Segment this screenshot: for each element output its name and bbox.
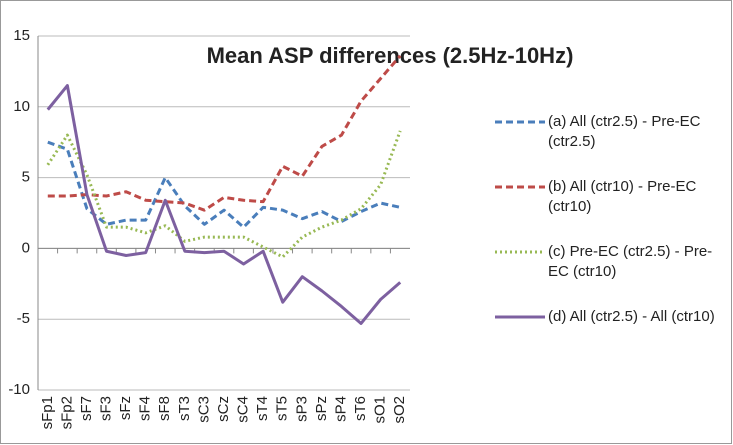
legend: (a) All (ctr2.5) - Pre-EC (ctr2.5) (b) Al…: [493, 112, 728, 372]
x-tick-label: sF8: [156, 396, 173, 421]
y-tick-label: -5: [17, 310, 30, 327]
legend-item: (c) Pre-EC (ctr2.5) - Pre-EC (ctr10): [493, 242, 728, 307]
x-tick-label: sT6: [352, 396, 369, 421]
series-line: [47, 54, 402, 212]
x-tick-label: sF7: [78, 396, 95, 421]
chart-title: Mean ASP differences (2.5Hz-10Hz): [207, 43, 574, 68]
legend-item: (a) All (ctr2.5) - Pre-EC (ctr2.5): [493, 112, 728, 177]
y-tick-label: -10: [8, 381, 30, 398]
legend-label: (a) All (ctr2.5) - Pre-EC (ctr2.5): [548, 113, 701, 150]
x-tick-label: sFp2: [58, 396, 75, 429]
x-tick-label: sO1: [372, 396, 389, 424]
legend-label: (b) All (ctr10) - Pre-EC (ctr10): [548, 178, 697, 215]
legend-swatch: [495, 185, 545, 189]
x-tick-label: sO2: [391, 396, 408, 424]
x-tick-label: sFp1: [39, 396, 56, 429]
y-tick-label: 10: [13, 98, 30, 115]
x-tick-label: sC3: [195, 396, 212, 423]
series-line: [47, 140, 401, 229]
y-tick-label: 5: [22, 169, 30, 186]
x-tick-label: sCz: [215, 396, 232, 422]
legend-item: (b) All (ctr10) - Pre-EC (ctr10): [493, 177, 728, 242]
x-tick-label: sF3: [97, 396, 114, 421]
x-tick-label: sT4: [254, 396, 271, 421]
x-tick-label: sP4: [332, 396, 349, 422]
x-tick-label: sF4: [137, 396, 154, 421]
x-tick-label: sT5: [274, 396, 291, 421]
y-tick-label: 15: [13, 27, 30, 44]
legend-swatch: [495, 250, 545, 254]
legend-item: (d) All (ctr2.5) - All (ctr10): [493, 307, 728, 372]
legend-label: (c) Pre-EC (ctr2.5) - Pre-EC (ctr10): [548, 243, 713, 280]
x-tick-label: sP3: [293, 396, 310, 422]
legend-swatch: [495, 315, 545, 319]
x-tick-label: sT3: [176, 396, 193, 421]
series-line: [46, 84, 402, 325]
legend-label: (d) All (ctr2.5) - All (ctr10): [548, 308, 715, 325]
x-tick-label: sFz: [117, 396, 134, 420]
x-tick-label: sC4: [235, 396, 252, 423]
x-tick-label: sPz: [313, 396, 330, 421]
y-tick-label: 0: [22, 239, 30, 256]
legend-swatch: [495, 120, 545, 124]
series-line: [46, 130, 402, 259]
